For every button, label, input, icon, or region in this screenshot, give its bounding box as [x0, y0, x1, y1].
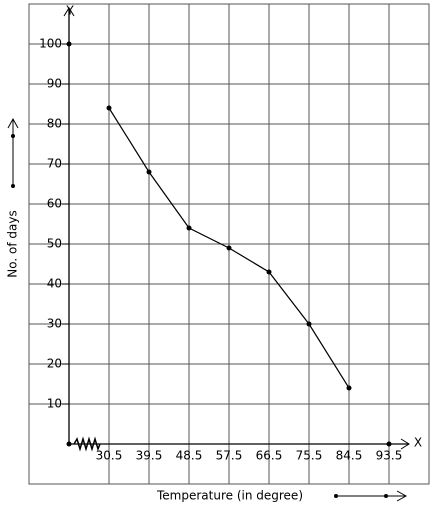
- y-tick-label: 100: [39, 37, 62, 51]
- bottom-dot: [384, 494, 388, 498]
- origin-dot: [66, 441, 72, 447]
- data-point: [146, 169, 152, 175]
- x-axis-label: Temperature (in degree): [156, 489, 303, 503]
- axis-break: [73, 436, 101, 452]
- x-tick-label: 84.5: [336, 449, 363, 463]
- y-tick-label: 30: [47, 317, 62, 331]
- y-arrow: [63, 7, 75, 17]
- bottom-dot: [334, 494, 338, 498]
- data-point: [266, 269, 272, 275]
- y-tick-label: 20: [47, 357, 62, 371]
- y-axis-name: Y: [65, 4, 74, 18]
- y-tick-label: 40: [47, 277, 62, 291]
- x-tick-label: 75.5: [296, 449, 323, 463]
- y-tick-label: 60: [47, 197, 62, 211]
- x-axis-name: X: [414, 436, 422, 450]
- x-tick-label: 93.5: [376, 449, 403, 463]
- y-tick-dot: [66, 41, 72, 47]
- y-tick-label: 10: [47, 397, 62, 411]
- y-axis-label: No. of days: [6, 210, 20, 277]
- x-tick-label: 48.5: [176, 449, 203, 463]
- x-tick-label: 30.5: [96, 449, 123, 463]
- side-dot: [11, 134, 15, 138]
- y-tick-label: 90: [47, 77, 62, 91]
- x-tick-dot: [386, 441, 392, 447]
- data-point: [186, 225, 192, 231]
- y-tick-label: 50: [47, 237, 62, 251]
- x-arrow: [400, 438, 410, 450]
- data-point: [346, 385, 352, 391]
- x-tick-label: 66.5: [256, 449, 283, 463]
- x-tick-label: 57.5: [216, 449, 243, 463]
- bottom-arrow-head: [396, 490, 408, 502]
- data-point: [306, 321, 312, 327]
- y-tick-label: 80: [47, 117, 62, 131]
- data-point: [106, 105, 112, 111]
- side-arrow-head: [7, 117, 19, 129]
- y-tick-label: 70: [47, 157, 62, 171]
- side-dot: [11, 184, 15, 188]
- data-point: [226, 245, 232, 251]
- x-tick-label: 39.5: [136, 449, 163, 463]
